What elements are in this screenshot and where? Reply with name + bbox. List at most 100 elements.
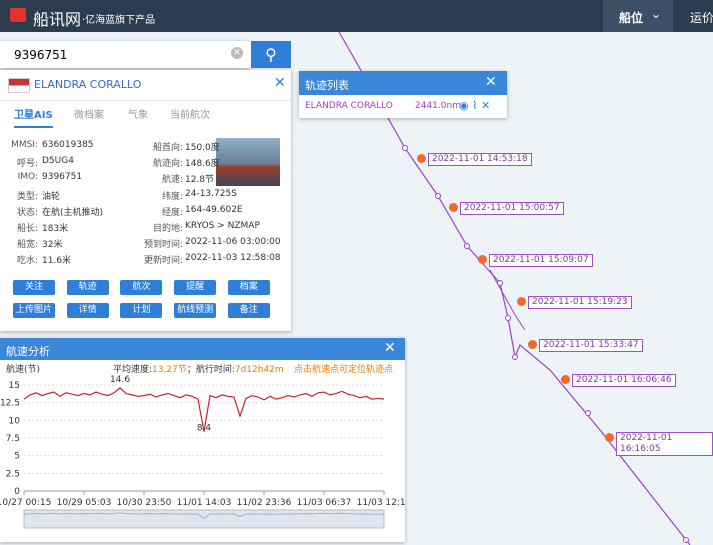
track-point-label[interactable]: 2022-11-01 15:19:23 [528, 296, 632, 309]
action-button[interactable]: 航次 [120, 280, 163, 295]
hint[interactable]: 点击航速点可定位轨迹点 [294, 363, 393, 375]
track-distance: 2441.0nm [415, 101, 461, 111]
summary-part: 13.27节 [152, 364, 187, 375]
field-value: 12.8节 [185, 175, 215, 186]
x-tick-label: 11/02 23:36 [237, 498, 292, 508]
tab[interactable]: 微档案 [74, 110, 104, 121]
ship-name: ELANDRA CORALLO [34, 78, 142, 91]
logo-icon [10, 8, 26, 22]
panel-title: 航速分析 [6, 345, 50, 358]
track-point-label[interactable]: 2022-11-01 16:16:05 [616, 432, 713, 456]
panel-title: 轨迹列表 [305, 79, 349, 92]
header: 船讯网 ·亿海蓝旗下产品 船位 ⌄ 运价 [0, 0, 713, 32]
action-button[interactable]: 详情 [66, 303, 109, 318]
speed-chart: 航速(节) 平均速度:13.27节；航行时间:7d12h42m 点击航速点可定位轨迹… [0, 363, 405, 529]
field-label: 吃水: [16, 256, 38, 267]
ship-photo [216, 138, 280, 186]
x-tick-label: 11/03 12:18 [357, 498, 405, 508]
nav-label: 船位 [619, 11, 644, 25]
track-point-label[interactable]: 2022-11-01 15:09:07 [489, 254, 593, 267]
field-value: D5UG4 [42, 156, 74, 167]
close[interactable]: ✕ [274, 75, 286, 91]
ship-panel: ELANDRA CORALLO ✕ 卫星AIS 微档案 气象 当前航次 MMSI: 63… [0, 70, 291, 331]
field-label: 纬度: [161, 191, 183, 202]
track-nodes [402, 145, 689, 543]
track-point-icon[interactable] [605, 433, 614, 442]
action-button[interactable]: 计划 [120, 303, 163, 318]
track-point-icon[interactable] [561, 375, 570, 384]
field-value: 24-13.725S [185, 188, 237, 199]
field-label: 目的地: [152, 224, 183, 234]
field-label: 船首向: [152, 143, 183, 153]
y-tick-label: 0 [14, 487, 20, 497]
track-point-label[interactable]: 2022-11-01 14:53:18 [428, 153, 532, 166]
min-label: 8.4 [197, 424, 212, 434]
y-tick-label: 10 [9, 416, 21, 426]
x-tick-label: 10/27 00:15 [0, 498, 51, 508]
flag [8, 78, 30, 93]
x-tick-label: 10/30 23:50 [117, 498, 172, 508]
field-value: 183米 [42, 224, 69, 234]
search-box[interactable]: 9396751 ✕ [0, 41, 251, 68]
tab[interactable]: 当前航次 [170, 110, 210, 121]
track-icons[interactable]: ◉ ⌇ ✕ [459, 99, 491, 112]
field-label: 航速: [161, 175, 183, 186]
x-tick-label: 11/01 14:03 [177, 498, 232, 508]
close[interactable]: ✕ [384, 340, 396, 356]
summary-part: 7d12h42m [235, 365, 284, 375]
action-button[interactable]: 航线预测 [174, 303, 217, 318]
nav-tab[interactable]: 船位 ⌄ [603, 0, 673, 32]
track-point-label[interactable]: 2022-11-01 15:33:47 [539, 339, 643, 352]
action-button[interactable]: 关注 [13, 280, 55, 295]
summary-part: 平均速度: [113, 363, 152, 375]
field-label: 预到时间: [143, 240, 183, 251]
field-label: 航迹向: [152, 159, 183, 170]
search-button[interactable]: ⚲ [251, 41, 291, 68]
close[interactable]: ✕ [485, 74, 497, 90]
speed-line [23, 387, 385, 432]
field-label: IMO: [17, 172, 38, 183]
field-value: 164-49.602E [185, 204, 243, 215]
track-point-icon[interactable] [449, 203, 458, 212]
action-button[interactable]: 档案 [227, 280, 270, 295]
track-point-label[interactable]: 2022-11-01 15:00:57 [460, 202, 564, 215]
track-point-label[interactable]: 2022-11-01 16:06:46 [572, 374, 676, 387]
panel-header: 航速分析 ✕ [0, 338, 405, 360]
field-label: 状态: [16, 207, 38, 218]
action-button[interactable]: 上传图片 [13, 303, 55, 318]
logo: 船讯网 [33, 10, 82, 29]
field-label: 船长: [16, 224, 38, 234]
max-label: 14.6 [110, 375, 130, 385]
field-value: 2022-11-06 03:00:00 [185, 237, 281, 248]
field-value: 油轮 [42, 191, 61, 202]
track-point-icon[interactable] [528, 340, 537, 349]
field-value: 148.6度 [185, 159, 220, 170]
tab[interactable]: 卫星AIS [14, 106, 53, 128]
nav-label[interactable]: 运价 [690, 11, 713, 25]
y-tick-label: 5 [14, 452, 20, 462]
y-tick-label: 12.5 [0, 399, 20, 409]
y-tick-label: 15 [9, 381, 20, 391]
field-label: MMSI: [11, 140, 38, 150]
track-point-icon[interactable] [478, 255, 487, 264]
track-ship[interactable]: ELANDRA CORALLO [305, 101, 393, 111]
y-tick-label: 7.5 [6, 434, 20, 444]
y-tick-label: 2.5 [6, 469, 20, 479]
y-axis-label: 航速(节) [6, 363, 40, 375]
action-button[interactable]: 轨迹 [66, 280, 109, 295]
field-value: 636019385 [42, 140, 94, 150]
action-button[interactable]: 备注 [227, 303, 270, 318]
action-button[interactable]: 提醒 [174, 280, 217, 295]
search-text: 9396751 [14, 48, 68, 62]
track-point-icon[interactable] [417, 154, 426, 163]
field-value: 32米 [42, 240, 63, 251]
tab[interactable]: 气象 [128, 110, 148, 121]
panel-header: 轨迹列表 ✕ [299, 71, 507, 95]
track-point-icon[interactable] [517, 297, 526, 306]
field-label: 类型: [16, 191, 38, 202]
field-value: 150.0度 [185, 143, 220, 153]
field-value: 2022-11-03 12:58:08 [185, 253, 281, 264]
field-value: 11.6米 [42, 256, 72, 267]
field-label: 船宽: [16, 240, 38, 251]
